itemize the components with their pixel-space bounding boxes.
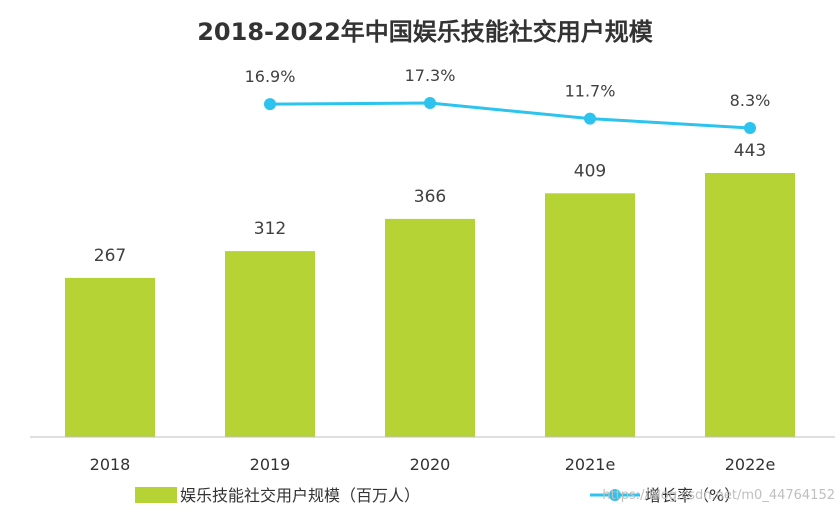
rate-point-2020: [424, 97, 436, 109]
rate-point-2022e: [744, 122, 756, 134]
bar-value-label: 267: [94, 246, 126, 266]
x-tick-label: 2021e: [565, 455, 616, 474]
legend-line-label: 增长率（%）: [645, 486, 740, 505]
bar-value-label: 366: [414, 187, 446, 207]
rate-value-label: 8.3%: [730, 91, 771, 110]
rate-line-layer: 16.9% 17.3% 11.7% 8.3%: [245, 66, 771, 134]
bar-value-label: 312: [254, 219, 286, 239]
bar-2020: [385, 218, 475, 437]
bar-2021e: [545, 193, 635, 437]
rate-value-label: 16.9%: [245, 67, 296, 86]
x-tick-label: 2022e: [725, 455, 776, 474]
bar-2018: [65, 277, 155, 437]
bar-value-label: 409: [574, 161, 606, 181]
x-tick-label: 2019: [250, 455, 291, 474]
rate-point-2021e: [584, 112, 596, 125]
legend-line-marker: [609, 489, 621, 501]
rate-point-2019: [264, 98, 276, 111]
legend-bar-swatch: [135, 487, 177, 503]
x-tick-label: 2018: [90, 455, 131, 474]
category-labels: 2018 2019 2020 2021e 2022e: [90, 455, 776, 474]
rate-value-label: 17.3%: [405, 66, 456, 85]
bars-layer: 267 312 366 409 443: [65, 141, 795, 437]
x-tick-label: 2020: [410, 455, 451, 474]
rate-value-label: 11.7%: [565, 82, 616, 101]
rate-series-line: [269, 101, 751, 130]
bar-2022e: [705, 173, 795, 437]
chart-title: 2018-2022年中国娱乐技能社交用户规模: [197, 18, 654, 46]
bar-value-label: 443: [734, 141, 766, 161]
legend-bar-label: 娱乐技能社交用户规模（百万人）: [180, 486, 420, 505]
bar-2019: [225, 251, 315, 437]
watermark: https://blog.csdn.net/m0_44764152: [602, 488, 835, 503]
legend: 娱乐技能社交用户规模（百万人） 增长率（%）: [135, 486, 740, 505]
